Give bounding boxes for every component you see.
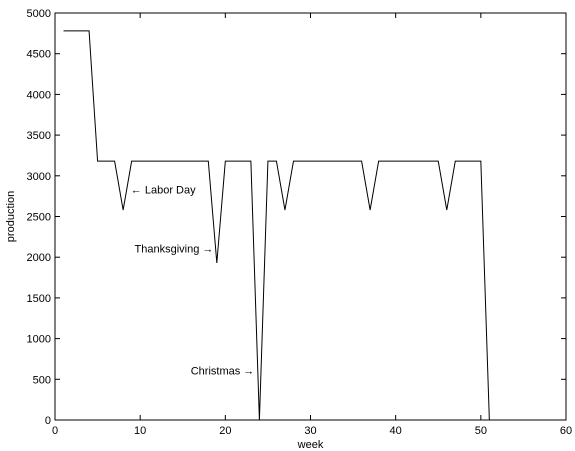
production-series-line (63, 30, 490, 421)
y-tick-label: 3000 (27, 171, 51, 183)
plot-frame (54, 12, 567, 421)
y-tick-label: 4000 (27, 89, 51, 101)
x-tick-label: 20 (219, 425, 231, 437)
x-tick-label: 30 (304, 425, 316, 437)
annotation-christmas: Christmas → (191, 365, 255, 377)
annotation-labor-day: ← Labor Day (131, 185, 196, 197)
y-tick-label: 2500 (27, 212, 51, 224)
y-tick-label: 500 (33, 374, 51, 386)
y-tick-label: 3500 (27, 130, 51, 142)
y-tick-label: 2000 (27, 252, 51, 264)
x-tick-label: 10 (134, 425, 146, 437)
y-tick-label: 4500 (27, 49, 51, 61)
holiday-annotations: ← Labor Day Thanksgiving → Christmas → (131, 185, 254, 378)
y-tick-label: 0 (45, 415, 51, 427)
x-tick-label: 60 (560, 425, 572, 437)
x-tick-label: 0 (52, 425, 58, 437)
y-axis-label: production (5, 191, 17, 242)
y-tick-label: 1500 (27, 293, 51, 305)
annotation-thanksgiving: Thanksgiving → (135, 243, 214, 255)
axis-tick-labels: 0 10 20 30 40 50 60 0 500 1000 1500 2000 2500 3000 350… (27, 8, 573, 437)
axis-ticks (54, 12, 567, 421)
y-tick-label: 1000 (27, 334, 51, 346)
y-tick-label: 5000 (27, 8, 51, 20)
x-tick-label: 40 (390, 425, 402, 437)
x-tick-label: 50 (475, 425, 487, 437)
data-points (63, 30, 490, 421)
x-axis-label: week (297, 439, 324, 451)
